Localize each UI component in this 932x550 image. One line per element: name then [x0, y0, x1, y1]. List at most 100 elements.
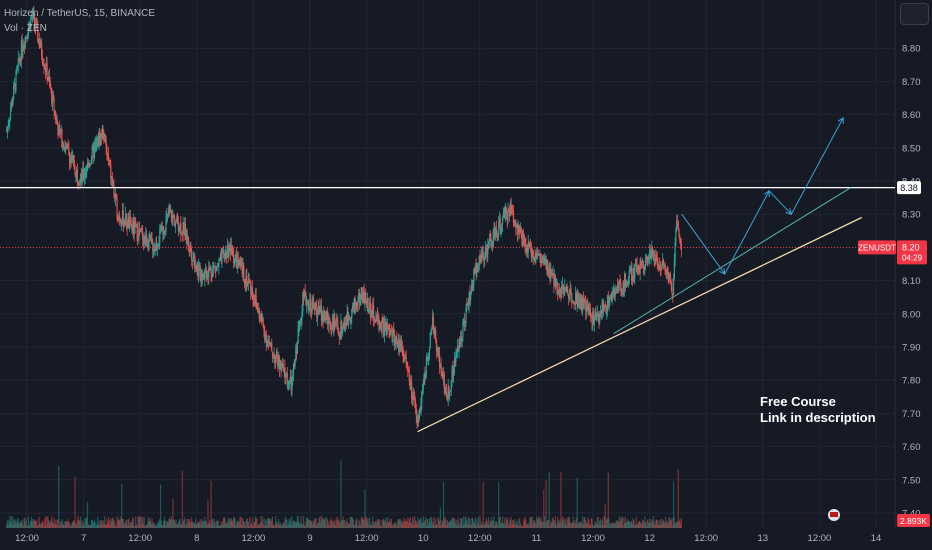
candle-body — [281, 365, 283, 370]
candle-body — [631, 280, 633, 282]
volume-bar — [663, 521, 665, 528]
volume-bar — [456, 519, 458, 528]
volume-bar — [679, 523, 682, 528]
volume-bar — [141, 517, 143, 528]
volume-bar — [430, 516, 432, 528]
candle-body — [529, 244, 531, 247]
volume-bar — [30, 520, 32, 528]
volume-bar — [552, 517, 554, 528]
candle-body — [478, 255, 480, 267]
volume-bar — [299, 524, 302, 528]
candle-body — [643, 267, 645, 270]
volume-bar — [634, 524, 636, 528]
volume-bar — [561, 517, 564, 528]
candle-body — [533, 256, 535, 261]
candle-body — [608, 300, 610, 304]
volume-bar — [575, 523, 577, 528]
candle-body — [210, 267, 212, 275]
volume-bar — [138, 517, 140, 528]
candle-body — [140, 228, 142, 231]
candle-body — [90, 159, 92, 165]
candle-body — [289, 376, 291, 382]
volume-bar — [650, 523, 652, 528]
candle-body — [123, 222, 125, 227]
candle-body — [627, 282, 629, 285]
candle-body — [427, 357, 429, 359]
x-tick-label: 12:00 — [15, 533, 39, 544]
volume-bar — [414, 516, 416, 528]
volume-bar — [508, 525, 510, 528]
volume-bar — [367, 518, 369, 528]
volume-bar — [98, 520, 100, 528]
volume-bar — [157, 522, 159, 528]
candle-body — [229, 244, 231, 252]
volume-bar — [658, 524, 661, 528]
volume-bar — [460, 518, 462, 528]
volume-bar — [443, 518, 445, 528]
volume-bar — [480, 524, 482, 528]
volume-bar — [487, 523, 489, 528]
volume-indicator-label[interactable]: Vol · ZEN — [4, 23, 47, 34]
candle-body — [456, 346, 459, 352]
volume-bar — [435, 518, 437, 528]
volume-bar — [485, 517, 487, 528]
volume-bar — [624, 516, 626, 528]
candle-body — [248, 280, 250, 282]
candle-body — [565, 286, 567, 291]
volume-bar — [558, 523, 560, 528]
candle-body — [114, 194, 117, 199]
chart-settings-button[interactable] — [900, 3, 929, 25]
candle-body — [503, 211, 505, 214]
candle-body — [224, 253, 226, 257]
volume-bar — [169, 518, 171, 528]
volume-bar — [323, 520, 326, 528]
candle-body — [233, 260, 236, 264]
candle-body — [313, 301, 315, 309]
candle-body — [406, 362, 408, 367]
volume-bar — [489, 520, 491, 528]
volume-bar — [7, 525, 9, 528]
candle-body — [518, 224, 520, 232]
candle-body — [617, 286, 619, 289]
volume-bar — [594, 521, 596, 528]
volume-bar — [344, 525, 347, 528]
candle-body — [370, 310, 372, 318]
candle-body — [61, 129, 63, 147]
candle-body — [11, 102, 13, 106]
candle-body — [605, 306, 607, 313]
candle-body — [83, 168, 85, 178]
candle-body — [603, 304, 606, 307]
candle-body — [619, 280, 621, 283]
candle-body — [655, 254, 657, 264]
volume-bar — [649, 518, 651, 528]
candle-body — [329, 320, 331, 327]
volume-bar — [557, 517, 559, 528]
volume-bar — [36, 519, 38, 528]
candle-body — [534, 256, 536, 260]
volume-bar — [271, 516, 274, 528]
candle-body — [661, 264, 663, 270]
candle-body — [526, 247, 528, 252]
candle-body — [641, 261, 644, 264]
candle-body — [634, 264, 636, 279]
candle-body — [44, 67, 46, 69]
candle-body — [588, 309, 590, 315]
candle-body — [62, 144, 64, 147]
candle-body — [585, 302, 587, 313]
candle-body — [74, 169, 76, 176]
volume-bar — [250, 524, 253, 528]
volume-bar — [16, 523, 18, 528]
volume-bar — [306, 517, 308, 528]
volume-bar — [309, 520, 312, 528]
volume-bar — [494, 521, 497, 528]
volume-bar — [217, 519, 219, 528]
volume-bar — [130, 521, 132, 528]
volume-bar — [672, 525, 674, 528]
volume-bar — [547, 520, 549, 528]
candle-body — [508, 210, 511, 216]
volume-bar — [86, 517, 88, 528]
volume-bar — [106, 518, 108, 528]
candle-body — [236, 254, 238, 269]
volume-bar — [290, 524, 292, 528]
